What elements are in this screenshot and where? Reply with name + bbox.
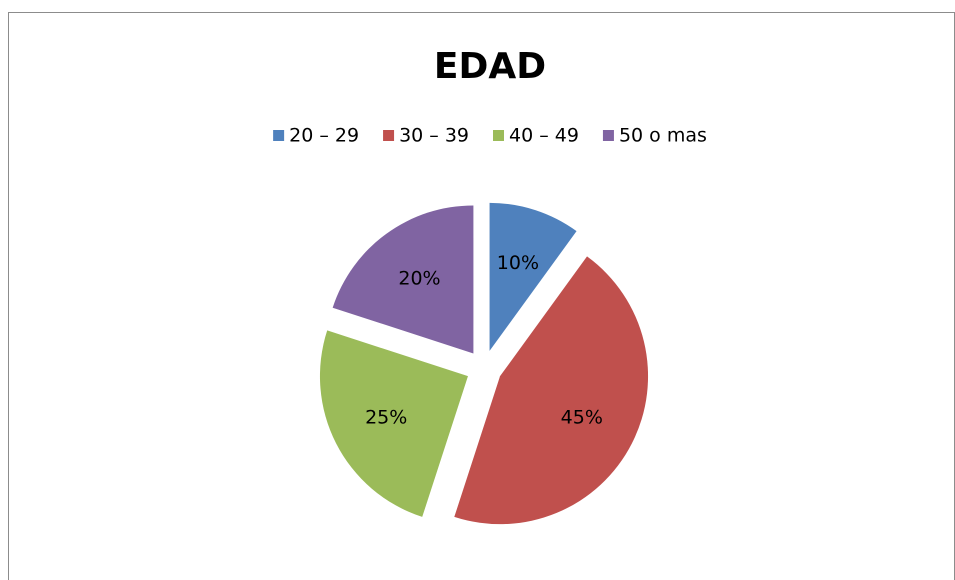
data-label: 20% — [398, 268, 440, 290]
legend-swatch — [273, 130, 285, 141]
data-label: 10% — [497, 252, 539, 274]
legend-label: 30 – 39 — [399, 125, 469, 147]
pie-slice — [454, 256, 649, 525]
legend-swatch — [383, 130, 395, 141]
data-label: 25% — [365, 406, 407, 428]
pie-slice — [489, 202, 577, 351]
legend-label: 20 – 29 — [289, 125, 359, 147]
legend-label: 40 – 49 — [509, 125, 579, 147]
chart-title: EDAD — [434, 46, 546, 87]
pie-slice — [319, 330, 468, 517]
legend-swatch — [493, 130, 504, 141]
data-label: 45% — [561, 406, 603, 428]
legend-swatch — [602, 130, 614, 141]
pie-slice — [332, 205, 474, 354]
legend-label: 50 o mas — [619, 125, 707, 147]
